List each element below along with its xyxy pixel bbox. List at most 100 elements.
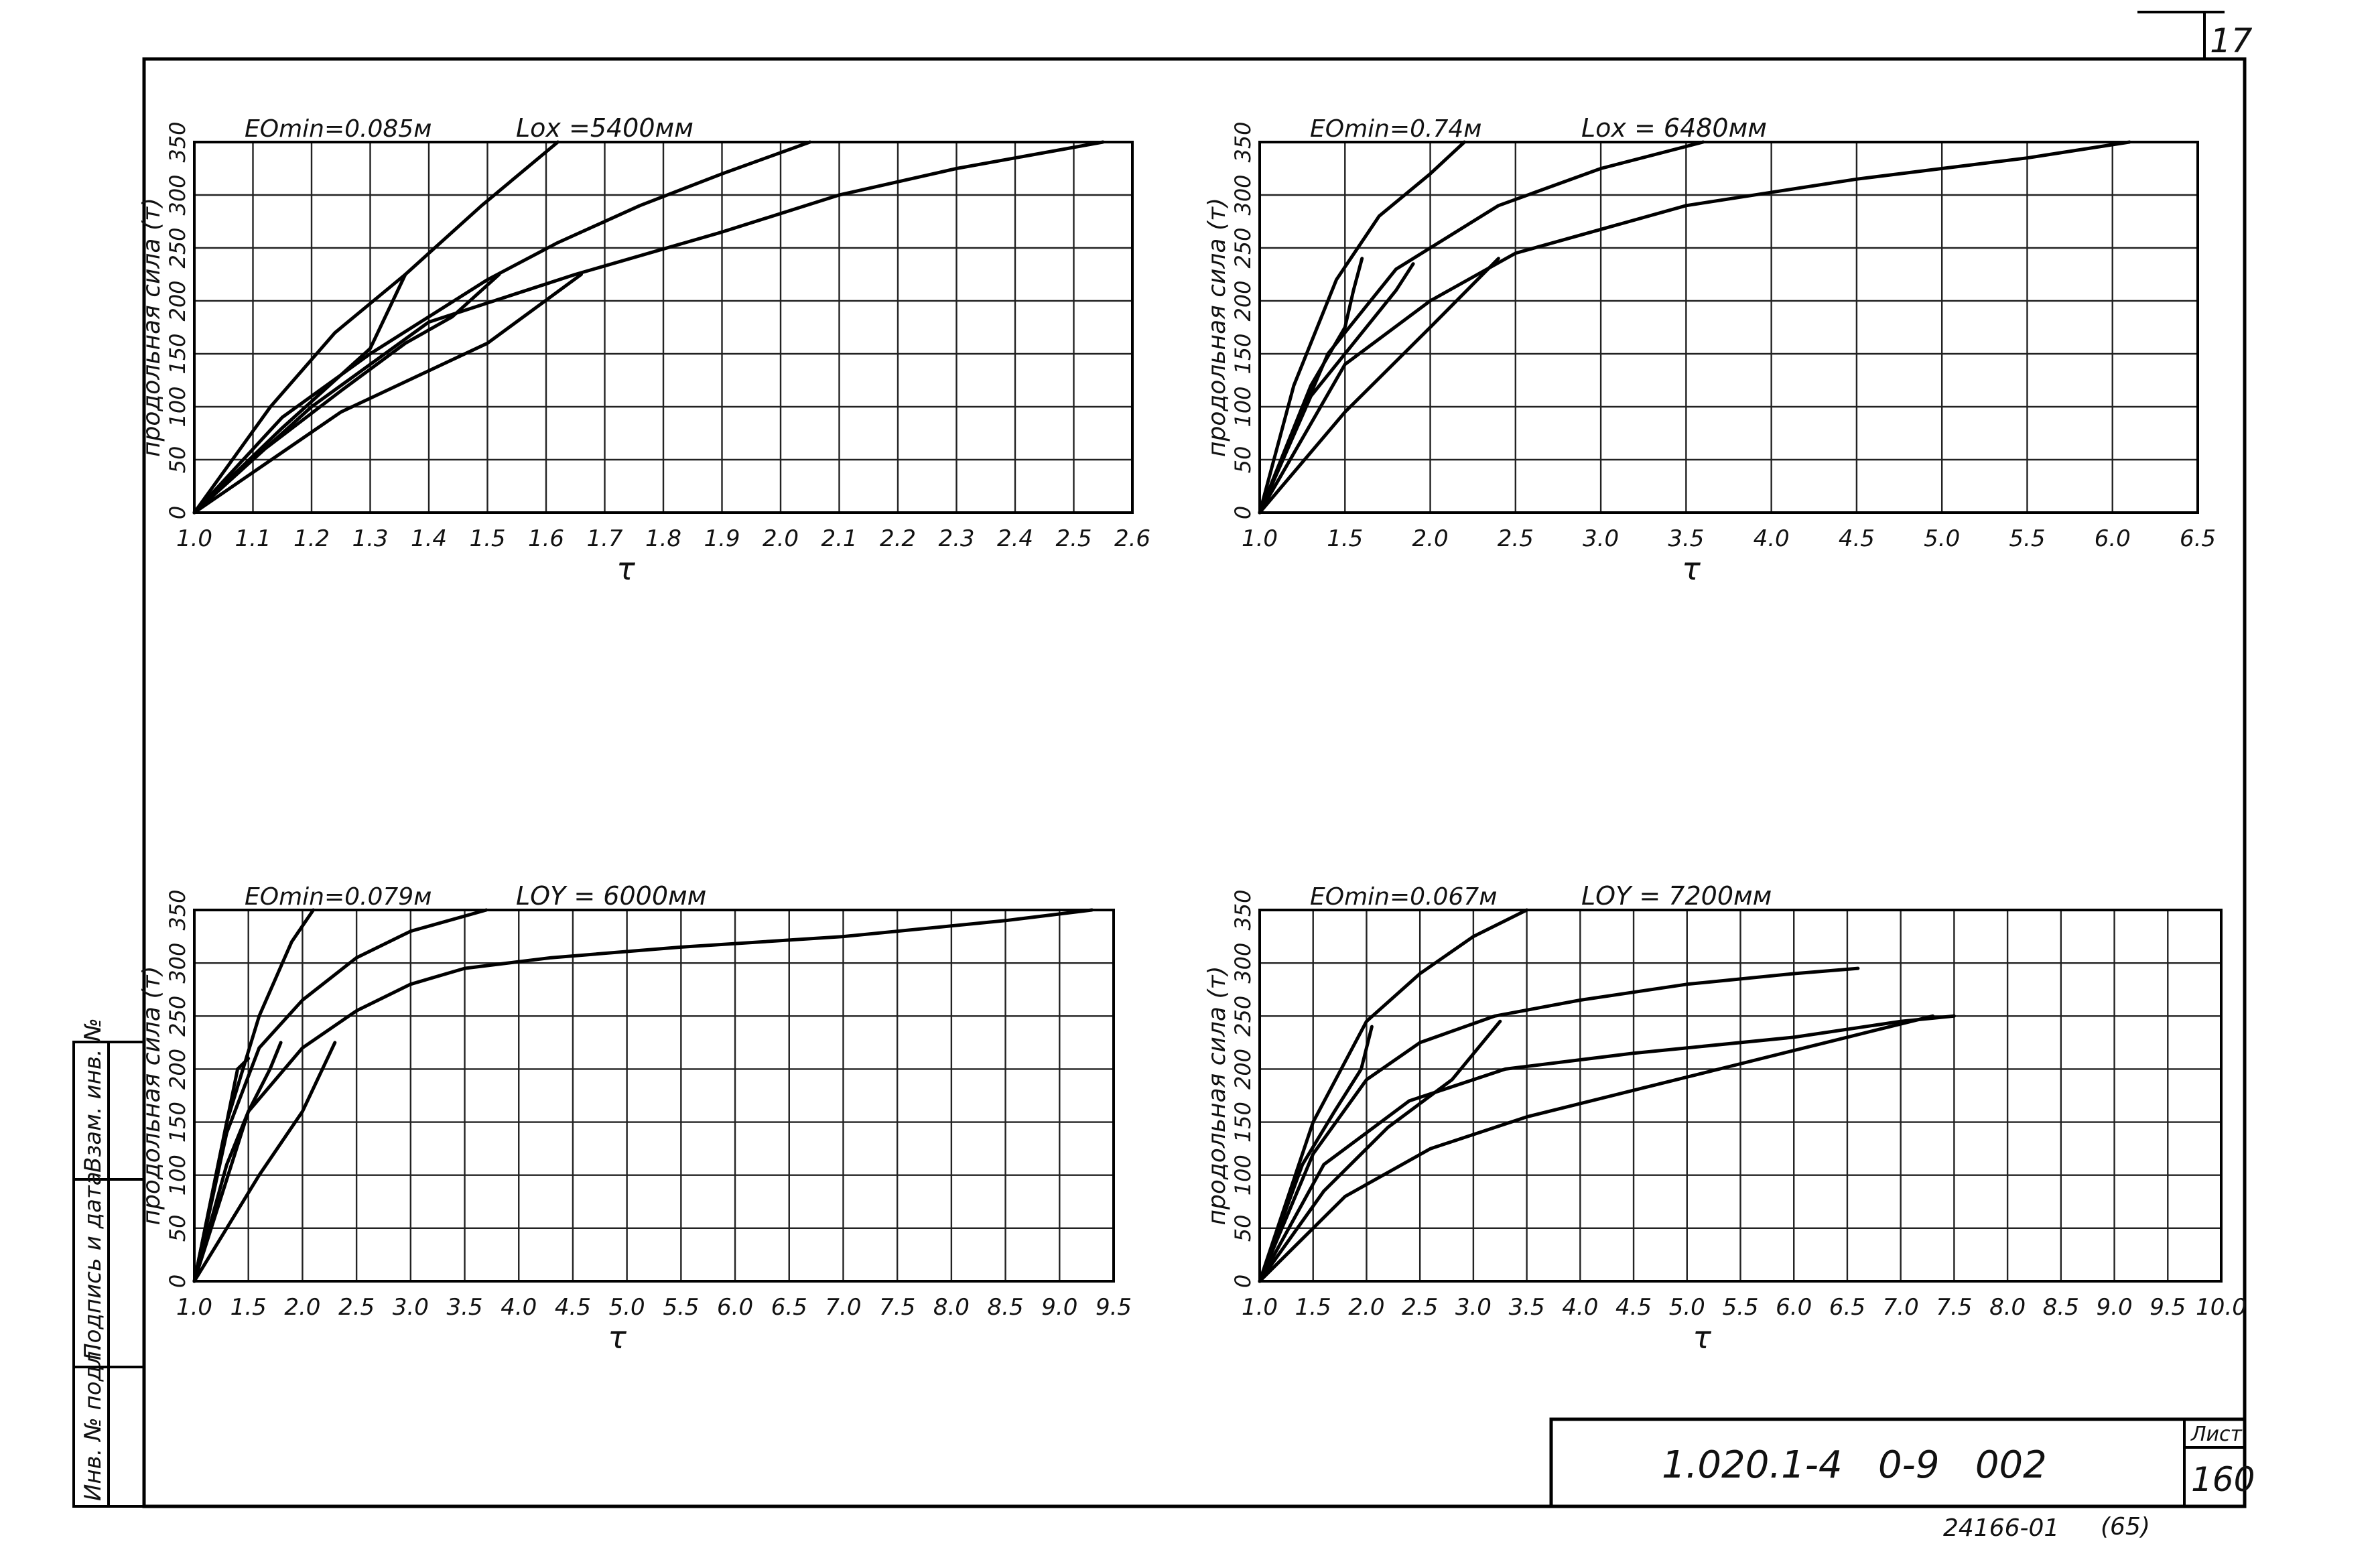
chart1-ytick-label: 150 [165,333,190,374]
chart2-ytick-label: 350 [1230,121,1256,162]
chart3-xtick-label: 1.0 [176,1294,212,1321]
chart4-ytick-label: 0 [1230,1275,1256,1288]
left-stamp: Инв. № подл. Подпись и дата Взам. инв. № [72,1018,145,1508]
chart2-ytick-label: 100 [1230,386,1256,427]
chart3-ytick-label: 200 [165,1049,190,1090]
chart4-xtick-label: 3.0 [1455,1294,1492,1321]
chart4-emin-label: EОmin=0.067м [1310,883,1497,911]
chart1-xtick-label: 2.0 [763,525,799,552]
title-block: 1.020.1-4 0-9 002 Лист 160 [1549,1417,2255,1508]
chart1-xtick-label: 1.6 [528,525,564,552]
corner-mark: 17 [2210,21,2253,60]
chart4-series-4-line [1258,1014,1934,1283]
chart4-ytick-label: 150 [1230,1102,1256,1143]
chart4-xtick-label: 7.0 [1883,1294,1919,1321]
chart1-series-4-line [192,273,501,515]
stamp-label-signature: Подпись и дата [80,1171,107,1360]
chart3-series-6-line [192,1057,251,1283]
chart3-xtick-label: 9.0 [1041,1294,1077,1321]
chart1-plot-frame [193,141,1134,514]
chart3-xtick-label: 7.5 [879,1294,915,1321]
chart3-series-4-line [192,1041,283,1283]
chart4-length-label: LОY = 7200мм [1581,881,1772,911]
chart1-series-6-line [192,273,407,515]
chart4-plot-frame [1258,909,2223,1283]
chart3-series-5-line [192,1041,337,1283]
chart2-xtick-label: 1.5 [1327,525,1363,552]
chart2-xlabel: τ [1682,551,1701,587]
chart2-xtick-label: 3.5 [1668,525,1704,552]
chart3-xtick-label: 4.0 [501,1294,537,1321]
chart3-series-2-line [192,908,488,1283]
chart4-xtick-label: 10.0 [2196,1294,2247,1321]
chart3-xtick-label: 8.0 [933,1294,970,1321]
chart3-grid [193,909,1115,1283]
chart4-series-1-line [1258,908,1529,1283]
chart4-xtick-label: 8.0 [1989,1294,2026,1321]
chart1-xlabel: τ [616,551,635,587]
chart3-xtick-label: 3.0 [393,1294,429,1321]
chart3-xtick-label: 4.5 [555,1294,591,1321]
chart3-ytick-label: 300 [165,943,190,984]
chart3-ytick-label: 250 [165,996,190,1037]
chart2-ytick-label: 0 [1230,506,1256,519]
chart4-series-3-line [1258,1014,1956,1283]
chart3-ytick-label: 100 [165,1155,190,1195]
chart3-xtick-label: 6.5 [771,1294,807,1321]
chart2-plot-frame [1258,141,2199,514]
charts-layer: 1.0 1.1 1.2 1.3 1.4 1.5 1.6 1.7 1.8 1.9 2.0 2.1 2.2 2… [138,113,2247,1356]
chart3-plot-frame [193,909,1115,1283]
drawing-code: 1.020.1-4 0-9 002 [1662,1443,2047,1487]
chart3-ytick-label: 150 [165,1102,190,1143]
chart3-xtick-label: 5.5 [663,1294,699,1321]
chart3-xtick-label: 2.5 [338,1294,375,1321]
chart4-ylabel: продольная сила (т) [1203,966,1231,1225]
chart4-grid [1258,909,2223,1283]
chart3-length-label: LОY = 6000мм [516,881,706,911]
archive-sub: (65) [2101,1513,2150,1541]
chart4-xtick-label: 2.0 [1348,1294,1384,1321]
chart2-xtick-label: 1.0 [1242,525,1278,552]
chart3-xtick-label: 6.0 [717,1294,753,1321]
sheet-frame [142,57,2247,1508]
chart1-xtick-label: 2.1 [821,525,857,552]
chart1-xtick-label: 1.5 [469,525,505,552]
chart4-ytick-label: 350 [1230,889,1256,930]
chart4-xtick-label: 1.5 [1295,1294,1331,1321]
chart3-xtick-label: 5.0 [609,1294,645,1321]
chart4-ytick-label: 300 [1230,943,1256,984]
chart4-series-2-line [1258,966,1860,1283]
chart3-emin-label: EОmin=0.079м [245,883,432,911]
chart2-xtick-label: 3.0 [1583,525,1619,552]
chart2-ytick-label: 50 [1230,446,1256,474]
chart2-xtick-label: 5.5 [2009,525,2045,552]
chart2-length-label: Lox = 6480мм [1581,113,1767,143]
chart1-xtick-label: 1.4 [411,525,447,552]
chart2-xtick-label: 2.0 [1412,525,1449,552]
chart1-xtick-label: 1.3 [352,525,388,552]
chart4-xtick-label: 4.5 [1615,1294,1652,1321]
chart4-xtick-label: 2.5 [1402,1294,1438,1321]
chart4-xlabel: τ [1693,1319,1711,1356]
chart1-ytick-label: 200 [165,280,190,321]
chart4-xtick-label: 6.5 [1829,1294,1865,1321]
chart4-xtick-label: 5.5 [1722,1294,1758,1321]
chart4-xtick-label: 8.5 [2043,1294,2079,1321]
chart1-xtick-label: 1.7 [586,525,622,552]
chart2-series-4-line [1258,262,1415,515]
chart2-xtick-label: 6.5 [2180,525,2216,552]
chart1: 1.0 1.1 1.2 1.3 1.4 1.5 1.6 1.7 1.8 1.9 2.0 2.1 2.2 2… [138,113,1150,587]
chart1-ytick-label: 300 [165,174,190,215]
chart1-ytick-label: 350 [165,121,190,162]
chart2-series-6-line [1258,257,1364,515]
chart4-xtick-label: 5.0 [1669,1294,1705,1321]
chart1-xtick-label: 1.2 [293,525,330,552]
chart3-xtick-label: 8.5 [988,1294,1024,1321]
chart1-emin-label: EОmin=0.085м [245,115,432,143]
chart1-series-2-line [192,140,812,515]
chart1-xtick-label: 2.2 [880,525,916,552]
chart3-series-3-line [192,908,1094,1283]
chart3-ytick-label: 350 [165,889,190,930]
chart1-series-5-line [192,273,583,515]
